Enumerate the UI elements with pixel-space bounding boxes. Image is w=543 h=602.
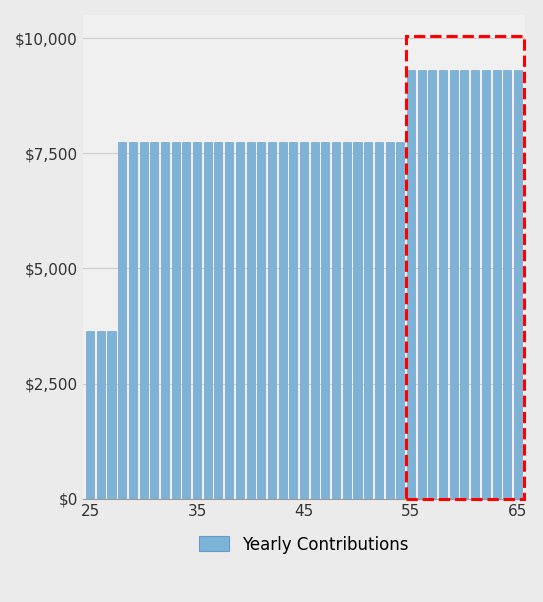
Bar [118, 141, 126, 499]
Bar [279, 141, 287, 499]
Bar [353, 141, 362, 499]
Bar [364, 141, 372, 499]
Bar [204, 141, 212, 499]
Bar [225, 141, 233, 499]
Bar [150, 141, 159, 499]
Bar [386, 141, 394, 499]
Bar [407, 70, 415, 499]
Bar [471, 70, 479, 499]
Bar [289, 141, 298, 499]
Bar [97, 330, 105, 499]
Bar [418, 70, 426, 499]
Bar [86, 330, 94, 499]
Bar [140, 141, 148, 499]
Bar [172, 141, 180, 499]
Bar [311, 141, 319, 499]
Bar [257, 141, 265, 499]
Bar [161, 141, 169, 499]
Bar [514, 70, 522, 499]
Bar [343, 141, 351, 499]
Bar [193, 141, 201, 499]
Bar [300, 141, 308, 499]
Legend: Yearly Contributions: Yearly Contributions [199, 536, 409, 553]
Bar [182, 141, 191, 499]
Bar [332, 141, 340, 499]
Bar [503, 70, 512, 499]
Bar [396, 141, 405, 499]
Bar [247, 141, 255, 499]
Bar [493, 70, 501, 499]
Bar [268, 141, 276, 499]
Bar [375, 141, 383, 499]
Bar [482, 70, 490, 499]
Bar [406, 36, 523, 500]
Bar [460, 70, 469, 499]
Bar [321, 141, 330, 499]
Bar [428, 70, 437, 499]
Bar [214, 141, 223, 499]
Bar [439, 70, 447, 499]
Bar [129, 141, 137, 499]
Bar [450, 70, 458, 499]
Bar [108, 330, 116, 499]
Bar [236, 141, 244, 499]
